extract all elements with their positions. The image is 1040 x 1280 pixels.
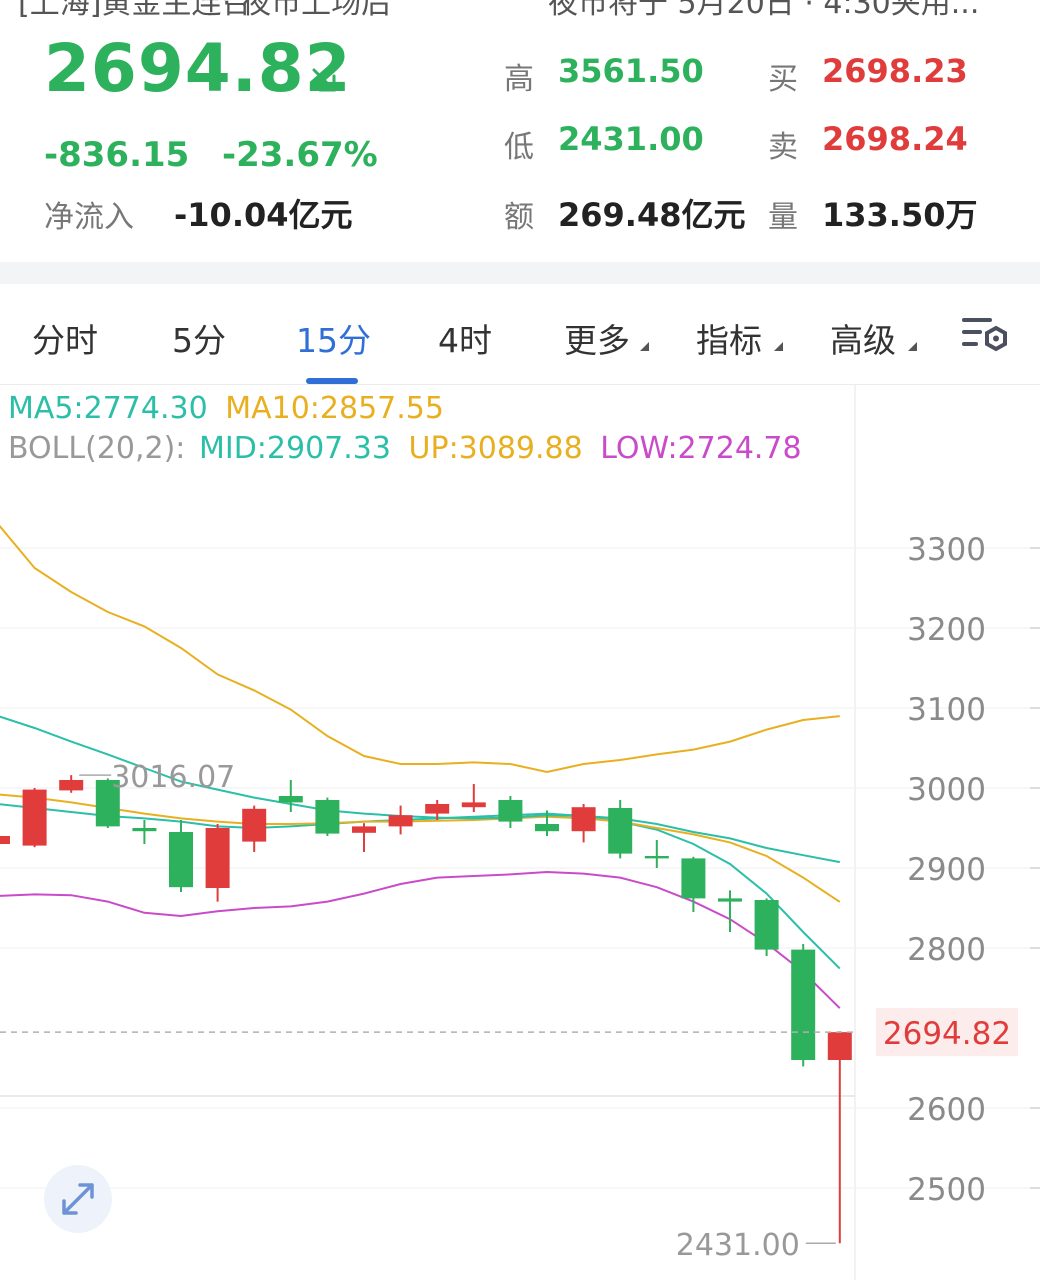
candle-body-18 [644,856,669,859]
chart-settings-icon[interactable] [960,314,1010,358]
line-ma5 [0,803,841,970]
down-arrow-icon [312,68,336,92]
line-boll_low [0,870,841,1009]
candle-body-22 [791,949,816,1060]
tab-15min[interactable]: 15分 [296,321,371,360]
tab-advanced[interactable]: 高级 [830,321,896,360]
line-boll_up [0,524,840,774]
candle-body-10 [352,826,376,833]
net-inflow-value: -10.04亿元 [174,196,353,234]
candle-body-3 [95,780,120,827]
indicators-dropdown-icon [774,342,783,351]
advanced-dropdown-icon [908,342,917,351]
candle-body-14 [498,800,523,822]
current-price-tag-bg [876,1008,1018,1057]
candle-body-11 [388,815,413,827]
candle-body-19 [681,858,706,899]
candle-body-23 [827,1032,852,1060]
legend-boll-low: LOW:2724.78 [600,431,802,466]
active-tab-indicator [306,378,358,384]
price-change-pct: -23.67% [222,135,378,175]
current-price-tag: 2694.82 [883,1016,1011,1052]
candle-body-9 [315,800,340,834]
top-cut-title: [上海]黄金主连合 [18,0,252,21]
candlestick-chart[interactable]: 3300 3200 3100 3000 2900 2800 2600 2500 2694.82 3… [0,385,1040,1280]
quote-panel: [上海]黄金主连合 · 夜市上场后 夜市将于 5月20日 · 4:30夹用...… [0,0,1040,262]
legend-boll-prefix: BOLL(20,2): [8,431,186,466]
buy-price: 2698.23 [822,52,968,90]
candle-body-12 [425,804,450,814]
ma-legend: MA5:2774.30 MA10:2857.55 [8,391,444,426]
last-price: 2694.82 [44,30,352,107]
volume-label: 量 [768,200,798,235]
y-tick-label-3000: 3000 [907,772,986,808]
buy-label: 买 [768,62,798,97]
candle-body-8 [278,796,303,803]
chart-canvas: 3300 3200 3100 3000 2900 2800 2600 2500 2694.82 3… [0,385,1040,1280]
candle-body-1 [22,789,47,846]
candle-body-17 [608,808,633,854]
high-value: 3561.50 [558,52,704,90]
legend-ma5: MA5:2774.30 [8,391,208,426]
line-ma10 [0,793,841,903]
amount-value: 269.48亿元 [558,196,746,234]
y-tick-label-3100: 3100 [907,692,986,728]
high-marker-label: 3016.07 [111,760,235,795]
low-value: 2431.00 [558,120,704,158]
low-label: 低 [504,130,534,165]
candle-body-2 [59,780,84,791]
y-tick-label-3200: 3200 [907,612,986,648]
candle-body-4 [132,828,157,832]
y-tick-label-2500: 2500 [907,1172,986,1208]
tab-4hour[interactable]: 4时 [438,321,492,360]
legend-boll-up: UP:3089.88 [408,431,583,466]
tab-indicators[interactable]: 指标 [696,321,762,360]
candle-body-5 [169,832,193,888]
low-marker-label: 2431.00 [676,1228,800,1263]
top-cut-session-note: 夜市将于 5月20日 · 4:30夹用... [548,0,980,21]
sell-price: 2698.24 [822,120,968,158]
volume-value: 133.50万 [822,196,978,234]
y-tick-label-2900: 2900 [907,852,986,888]
tab-intraday[interactable]: 分时 [32,321,98,360]
candle-body-21 [754,900,779,950]
tab-more[interactable]: 更多 [564,321,630,360]
candle-body-13 [461,802,486,808]
candle-body-0 [0,836,10,844]
line-boll_mid [0,715,840,864]
expand-chart-button[interactable] [44,1165,112,1233]
section-divider [0,262,1040,284]
price-change: -836.15 [44,135,190,175]
legend-ma10: MA10:2857.55 [225,391,444,426]
top-cut-status: · 夜市上场后 [222,0,392,21]
high-label: 高 [504,62,534,97]
candle-body-7 [242,808,267,842]
y-tick-label-2600: 2600 [907,1092,986,1128]
period-tab-bar: 分时 5分 15分 4时 更多 指标 高级 [0,284,1040,385]
expand-diagonal-icon [62,1183,94,1215]
more-dropdown-icon [640,342,649,351]
amount-label: 额 [504,200,534,235]
net-inflow-label: 净流入 [44,200,134,235]
candle-body-16 [571,807,596,832]
y-tick-label-3300: 3300 [907,532,986,568]
y-tick-label-2800: 2800 [907,932,986,968]
candle-body-6 [205,828,230,888]
candle-body-20 [718,898,742,902]
candle-body-15 [535,824,559,832]
sell-label: 卖 [768,130,798,165]
tab-5min[interactable]: 5分 [172,321,226,360]
boll-legend: BOLL(20,2): MID:2907.33 UP:3089.88 LOW:2… [8,431,802,466]
legend-boll-mid: MID:2907.33 [198,431,391,466]
